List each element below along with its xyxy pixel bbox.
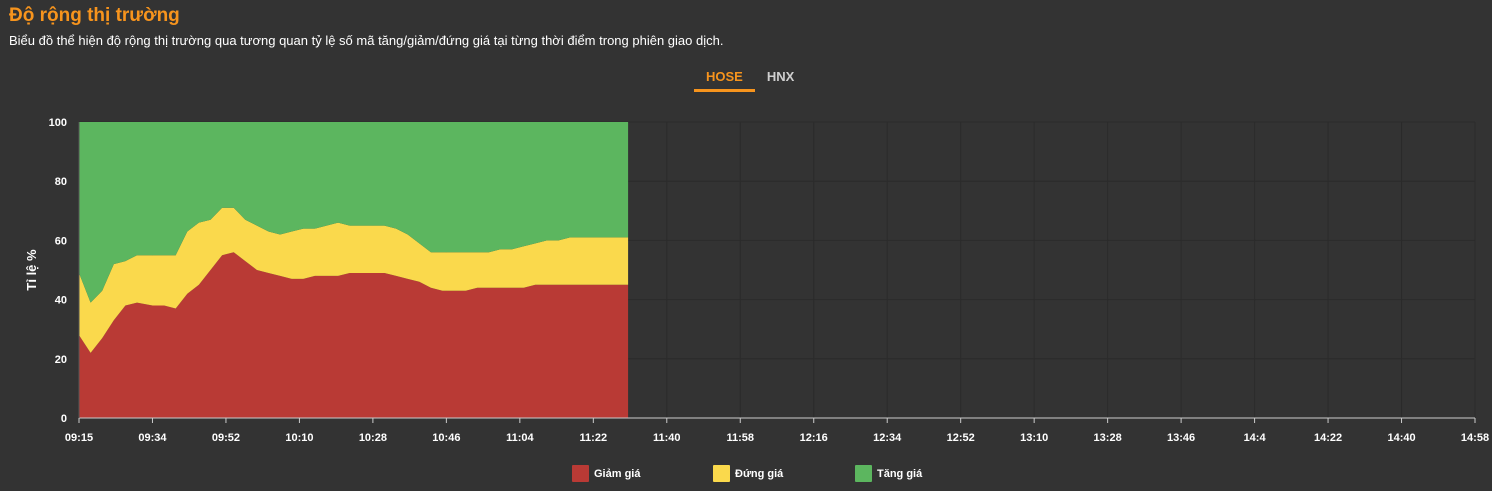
legend-label-dung: Đứng giá (735, 467, 784, 480)
chart-areas (79, 122, 629, 418)
x-tick-label: 12:16 (800, 432, 828, 444)
x-tick-label: 13:10 (1020, 432, 1048, 444)
x-tick-label: 11:22 (580, 432, 608, 444)
exchange-tabs: HOSE HNX (694, 66, 806, 92)
x-tick-label: 09:34 (138, 432, 167, 444)
x-tick-label: 14:40 (1387, 432, 1415, 444)
area-series-giam (79, 252, 629, 418)
x-tick-label: 10:10 (285, 432, 313, 444)
x-tick-label: 11:58 (726, 432, 754, 444)
chart-axes: 0 20 40 60 80 100 09:15 09:34 09:52 10:10 10:28 10:… (49, 117, 1489, 444)
x-tick-label: 12:52 (947, 432, 975, 444)
legend-swatch-dung (713, 465, 730, 482)
x-tick-label: 13:46 (1167, 432, 1195, 444)
x-tick-label: 09:52 (212, 432, 240, 444)
market-breadth-chart: 0 20 40 60 80 100 09:15 09:34 09:52 10:10 10:28 10:… (24, 117, 1489, 444)
y-tick-label: 20 (55, 354, 67, 366)
x-tick-label: 12:34 (873, 432, 902, 444)
legend-label-giam: Giảm giá (594, 467, 641, 480)
legend-item-tang[interactable]: Tăng giá (855, 465, 922, 482)
area-series-dung (79, 207, 629, 353)
chart-legend: Giảm giá Đứng giá Tăng giá (0, 465, 1492, 483)
x-tick-label: 11:40 (653, 432, 681, 444)
y-axis-label: Tỉ lệ % (24, 249, 39, 291)
x-tick-label: 10:46 (432, 432, 460, 444)
y-tick-label: 0 (61, 413, 67, 425)
page-subtitle: Biểu đồ thể hiện độ rộng thị trường qua … (9, 33, 724, 48)
x-tick-label: 14:22 (1314, 432, 1342, 444)
x-tick-label: 14:58 (1461, 432, 1489, 444)
legend-swatch-tang (855, 465, 872, 482)
x-tick-label: 14:4 (1244, 432, 1267, 444)
legend-item-giam[interactable]: Giảm giá (572, 465, 640, 482)
y-tick-label: 100 (49, 117, 67, 129)
x-tick-label: 09:15 (65, 432, 93, 444)
y-tick-label: 40 (55, 295, 67, 307)
x-tick-label: 10:28 (359, 432, 387, 444)
y-tick-label: 80 (55, 176, 67, 188)
tab-hose[interactable]: HOSE (694, 66, 755, 92)
x-tick-label: 13:28 (1094, 432, 1122, 444)
legend-label-tang: Tăng giá (877, 467, 923, 480)
x-tick-label: 11:04 (506, 432, 534, 444)
y-tick-label: 60 (55, 235, 67, 247)
legend-swatch-giam (572, 465, 589, 482)
area-series-tang (79, 122, 629, 303)
legend-item-dung[interactable]: Đứng giá (713, 465, 783, 482)
page-title: Độ rộng thị trường (9, 5, 180, 26)
tab-hnx[interactable]: HNX (766, 69, 795, 84)
